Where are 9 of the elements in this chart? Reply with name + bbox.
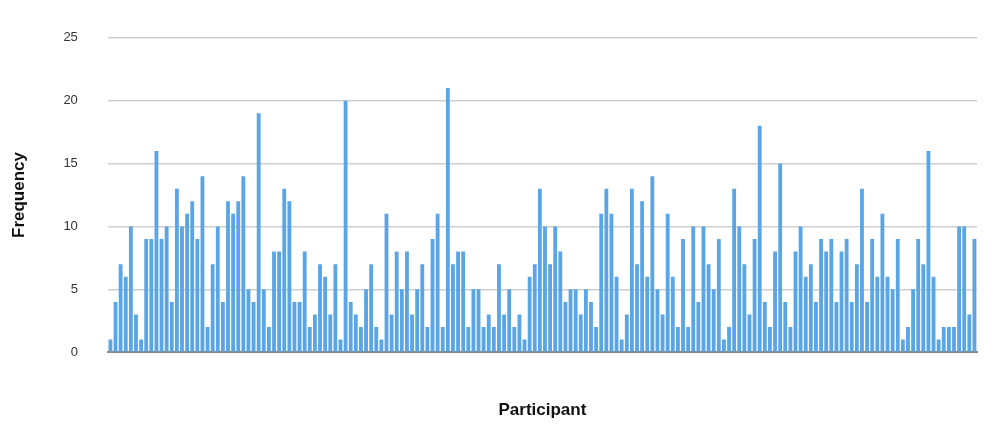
y-tick-label: 20 bbox=[63, 92, 78, 108]
y-tick-label: 15 bbox=[63, 155, 78, 171]
y-tick-label: 0 bbox=[70, 343, 78, 359]
y-axis-title: Frequency bbox=[8, 151, 28, 238]
y-tick-label: 25 bbox=[63, 29, 78, 45]
bar bbox=[108, 339, 113, 352]
y-tick-label: 10 bbox=[63, 218, 78, 234]
y-tick-label: 5 bbox=[70, 280, 78, 296]
x-axis-title: Participant bbox=[498, 400, 587, 420]
